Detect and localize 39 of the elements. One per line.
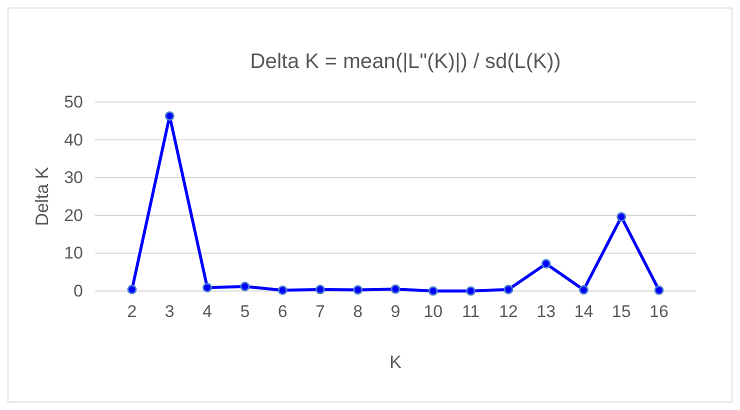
point <box>504 284 514 294</box>
point <box>278 286 288 295</box>
point <box>541 259 551 269</box>
x-tick-label: 16 <box>650 302 668 322</box>
y-tick-label: 30 <box>64 168 83 188</box>
y-tick-label: 40 <box>64 130 83 150</box>
point <box>654 286 664 295</box>
x-tick-label: 3 <box>164 302 174 322</box>
x-tick-label: 10 <box>424 302 443 322</box>
x-axis-title: K <box>389 352 402 372</box>
point <box>616 212 626 222</box>
point <box>164 111 174 121</box>
x-tick-label: 13 <box>536 302 556 322</box>
y-tick-label: 20 <box>64 206 83 225</box>
x-tick-label: 15 <box>612 302 631 322</box>
point <box>240 282 250 292</box>
point <box>466 286 476 296</box>
x-tick-label: 7 <box>315 302 325 322</box>
x-tick-label: 12 <box>498 302 518 322</box>
point <box>428 286 438 296</box>
point <box>202 282 212 292</box>
x-tick-label: 4 <box>202 302 212 322</box>
x-tick-label: 5 <box>240 302 250 322</box>
x-tick-label: 6 <box>278 302 288 322</box>
y-axis-title: Delta K <box>32 166 52 226</box>
x-tick-label: 2 <box>127 302 137 322</box>
x-tick-label: 11 <box>462 302 480 322</box>
x-tick-label: 14 <box>574 302 594 322</box>
point <box>390 284 400 294</box>
y-tick-label: 10 <box>64 244 83 263</box>
point <box>127 284 137 294</box>
y-tick-label: 0 <box>74 281 83 300</box>
x-tick-label: 8 <box>353 302 363 322</box>
point <box>353 285 363 295</box>
point <box>315 284 325 294</box>
chart-title: Delta K = mean(|L"(K)|) / sd(L(K)) <box>250 50 561 73</box>
x-tick-label: 9 <box>390 302 400 322</box>
y-tick-label: 50 <box>64 92 83 112</box>
point <box>578 285 588 295</box>
